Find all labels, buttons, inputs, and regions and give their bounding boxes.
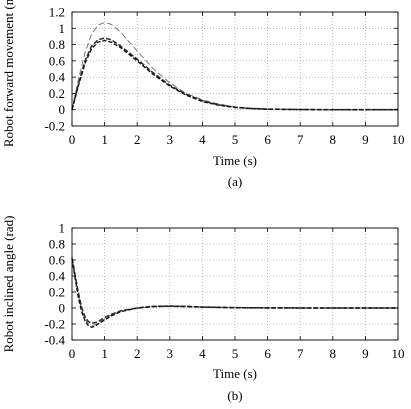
y-tick-label: 0 <box>59 301 66 316</box>
figure-caption: (b) <box>227 388 242 403</box>
x-tick-label: 3 <box>167 346 174 361</box>
x-tick-label: 8 <box>330 346 337 361</box>
x-tick-label: 10 <box>392 132 405 147</box>
x-tick-label: 6 <box>264 132 271 147</box>
series-line-2 <box>71 258 398 325</box>
x-tick-label: 8 <box>330 132 337 147</box>
y-tick-label: -0.2 <box>44 119 65 134</box>
x-axis-label: Time (s) <box>213 153 257 168</box>
x-tick-label: 7 <box>297 132 304 147</box>
y-tick-label: 1.2 <box>49 5 65 20</box>
x-tick-label: 4 <box>199 132 206 147</box>
y-tick-label: 0.2 <box>49 285 65 300</box>
y-tick-label: 0.4 <box>49 70 66 85</box>
x-axis-label: Time (s) <box>213 366 257 381</box>
x-tick-label: 2 <box>134 132 141 147</box>
y-axis-label: Robot inclined angle (rad) <box>1 216 16 353</box>
y-tick-label: 1 <box>59 221 66 236</box>
x-tick-label: 0 <box>69 132 76 147</box>
y-tick-label: 1 <box>59 21 66 36</box>
x-tick-label: 0 <box>69 346 76 361</box>
y-tick-label: 0.8 <box>49 237 65 252</box>
y-tick-label: -0.4 <box>44 333 65 348</box>
x-tick-label: 1 <box>101 346 108 361</box>
x-tick-label: 5 <box>232 346 239 361</box>
y-tick-label: 0.4 <box>49 269 66 284</box>
series-line-3 <box>71 39 398 111</box>
x-tick-label: 2 <box>134 346 141 361</box>
x-tick-label: 4 <box>199 346 206 361</box>
figure-caption: (a) <box>228 174 242 189</box>
x-tick-label: 9 <box>362 346 369 361</box>
x-tick-label: 9 <box>362 132 369 147</box>
y-tick-label: 0.6 <box>49 253 66 268</box>
x-tick-label: 3 <box>167 132 174 147</box>
y-tick-label: 0.8 <box>49 37 65 52</box>
y-tick-label: 0.6 <box>49 53 66 68</box>
x-tick-label: 6 <box>264 346 271 361</box>
plot-frame <box>71 227 399 341</box>
series-line-3 <box>71 258 398 328</box>
y-axis-label: Robot forward movement (m) <box>1 0 16 147</box>
x-tick-label: 10 <box>392 346 405 361</box>
y-tick-label: 0.2 <box>49 86 65 101</box>
y-tick-label: -0.2 <box>44 317 65 332</box>
x-tick-label: 5 <box>232 132 239 147</box>
y-tick-label: 0 <box>59 102 66 117</box>
x-tick-label: 7 <box>297 346 304 361</box>
x-tick-label: 1 <box>101 132 108 147</box>
